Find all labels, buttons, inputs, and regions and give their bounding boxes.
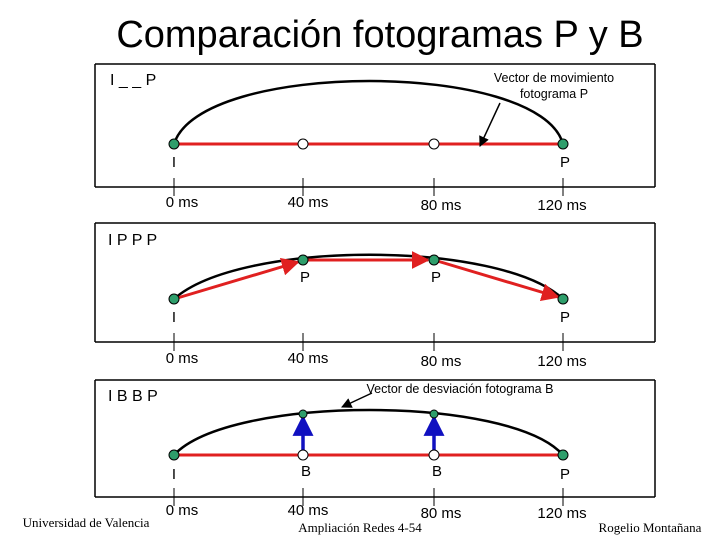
footer-left: Universidad de Valencia bbox=[23, 515, 150, 530]
motion-curve bbox=[172, 79, 565, 145]
frame-label-p: P bbox=[560, 466, 570, 483]
callout-text: fotograma P bbox=[520, 87, 588, 101]
motion-curve bbox=[173, 253, 564, 300]
frame-node-p bbox=[297, 254, 309, 266]
frame-node-b bbox=[429, 409, 439, 419]
time-label-0: 0 ms bbox=[166, 502, 199, 519]
frame-node-p bbox=[557, 449, 569, 461]
time-label-80: 80 ms bbox=[421, 353, 462, 370]
time-label-120: 120 ms bbox=[537, 197, 586, 214]
frame-node-i bbox=[168, 138, 180, 150]
frame-label-i: I bbox=[172, 309, 176, 326]
frame-node-empty bbox=[297, 449, 309, 461]
frame-label-i: I bbox=[172, 154, 176, 171]
frame-node-empty bbox=[428, 449, 440, 461]
panel-i-ppp: I P P P I P P P 0 ms 40 ms 80 ms 120 ms bbox=[94, 222, 656, 370]
frame-label-p: P bbox=[560, 154, 570, 171]
frame-node-i bbox=[168, 293, 180, 305]
panel-i-bbp: I B B P I B B P 0 ms 40 ms 80 ms 120 ms … bbox=[94, 379, 656, 522]
time-label-40: 40 ms bbox=[288, 194, 329, 211]
sequence-label: I P P P bbox=[108, 232, 157, 249]
frame-node-b bbox=[298, 409, 308, 419]
callout-arrow bbox=[341, 392, 373, 408]
sequence-label: I _ _ P bbox=[110, 72, 156, 89]
page-title: Comparación fotogramas P y B bbox=[116, 14, 643, 56]
callout-text: Vector de movimiento bbox=[494, 71, 614, 85]
frame-node-i bbox=[168, 449, 180, 461]
frame-label-b: B bbox=[301, 463, 311, 480]
p-vector bbox=[173, 258, 300, 301]
frame-node-empty bbox=[297, 138, 309, 150]
frame-node-p bbox=[557, 293, 569, 305]
frame-label-b: B bbox=[432, 463, 442, 480]
frame-node-p bbox=[557, 138, 569, 150]
time-label-80: 80 ms bbox=[421, 197, 462, 214]
time-label-80: 80 ms bbox=[421, 505, 462, 522]
frame-label-i: I bbox=[172, 466, 176, 483]
frame-label-p: P bbox=[431, 269, 441, 286]
frame-node-empty bbox=[428, 138, 440, 150]
footer-right: Rogelio Montañana bbox=[599, 520, 702, 535]
time-label-40: 40 ms bbox=[288, 350, 329, 367]
time-label-120: 120 ms bbox=[537, 505, 586, 522]
frame-node-p bbox=[428, 254, 440, 266]
callout-text: Vector de desviación fotograma B bbox=[367, 382, 554, 396]
frame-label-p: P bbox=[300, 269, 310, 286]
callout-arrow bbox=[479, 102, 501, 147]
sequence-label: I B B P bbox=[108, 388, 158, 405]
time-label-0: 0 ms bbox=[166, 194, 199, 211]
panel-i-p: I _ _ P I P 0 ms 40 ms 80 ms 120 ms Vect… bbox=[94, 63, 656, 214]
time-label-0: 0 ms bbox=[166, 350, 199, 367]
p-vector bbox=[433, 258, 560, 301]
motion-curve bbox=[173, 408, 564, 456]
frame-label-p: P bbox=[560, 309, 570, 326]
footer-center: Ampliación Redes 4-54 bbox=[298, 520, 422, 535]
time-label-120: 120 ms bbox=[537, 353, 586, 370]
time-label-40: 40 ms bbox=[288, 502, 329, 519]
